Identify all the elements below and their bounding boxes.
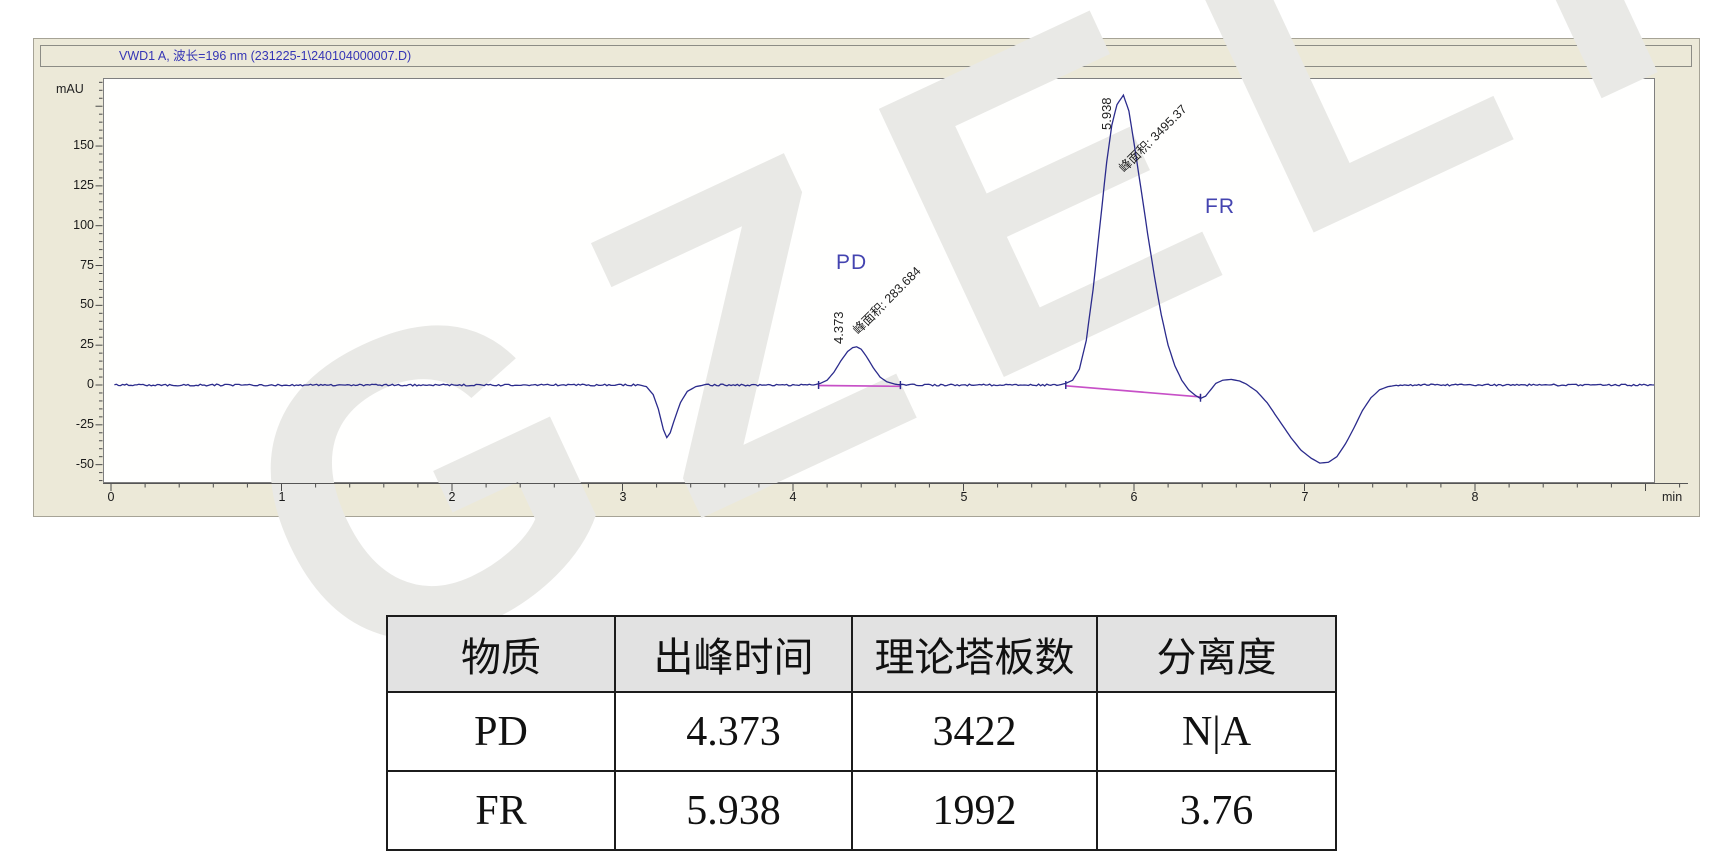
x-axis-tick-label: 5 [960, 490, 968, 504]
y-axis-tick-label: 150 [73, 138, 94, 152]
y-axis-tick-label: 125 [73, 178, 94, 192]
table-header-cell: 物质 [386, 615, 616, 693]
table-cell: 4.373 [614, 691, 853, 772]
x-axis-tick-label: 4 [789, 490, 797, 504]
table-header-cell: 出峰时间 [614, 615, 853, 693]
table-cell: FR [386, 770, 616, 851]
y-axis-tick-label: -25 [75, 417, 94, 431]
x-axis-tick-label: 8 [1471, 490, 1479, 504]
peak-name-label-fr: FR [1205, 195, 1235, 218]
table-cell: 5.938 [614, 770, 853, 851]
y-axis-tick-label: 75 [80, 258, 94, 272]
x-axis-tick-label: 2 [448, 490, 456, 504]
table-row: FR 5.938 1992 3.76 [386, 770, 1337, 851]
table-cell: 3.76 [1096, 770, 1337, 851]
y-axis-tick-label: 25 [80, 337, 94, 351]
x-axis-tick-label: 7 [1301, 490, 1309, 504]
table-cell: 3422 [851, 691, 1098, 772]
retention-time-label-pd: 4.373 [831, 311, 846, 344]
y-axis-tick-label: 50 [80, 297, 94, 311]
table-cell: PD [386, 691, 616, 772]
table-cell: N|A [1096, 691, 1337, 772]
x-axis-unit-label: min [1662, 490, 1683, 504]
x-axis-tick-label: 3 [619, 490, 627, 504]
table-row: PD 4.373 3422 N|A [386, 691, 1337, 772]
table-header-cell: 理论塔板数 [851, 615, 1098, 693]
peak-name-label-pd: PD [836, 251, 868, 274]
table-header-row: 物质 出峰时间 理论塔板数 分离度 [386, 615, 1337, 693]
results-table: 物质 出峰时间 理论塔板数 分离度 PD 4.373 3422 N|A FR 5.938 1992… [386, 615, 1337, 851]
x-axis-tick-label: 0 [107, 490, 115, 504]
x-axis-tick-label: 1 [278, 490, 286, 504]
y-axis-tick-label: 0 [87, 377, 94, 391]
table-header-cell: 分离度 [1096, 615, 1337, 693]
y-axis-tick-label: -50 [75, 457, 94, 471]
y-axis-unit-label: mAU [56, 82, 84, 96]
table-cell: 1992 [851, 770, 1098, 851]
retention-time-label-fr: 5.938 [1099, 97, 1114, 130]
chromatogram-title: VWD1 A, 波长=196 nm (231225-1\240104000007… [40, 45, 1692, 67]
y-axis-tick-label: 100 [73, 218, 94, 232]
x-axis-tick-label: 6 [1130, 490, 1138, 504]
